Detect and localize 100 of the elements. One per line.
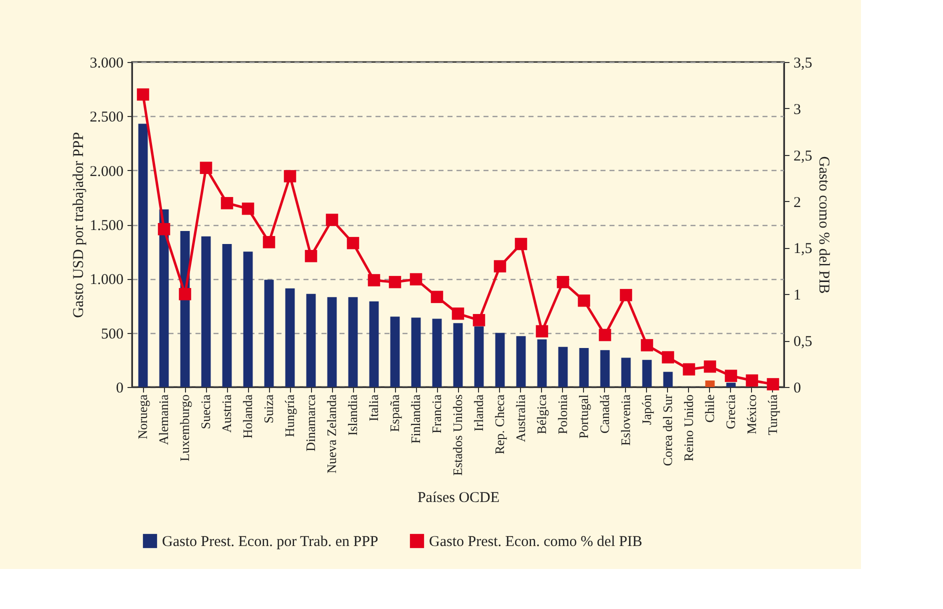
point (536, 325, 548, 338)
bar (495, 332, 505, 387)
point (430, 290, 444, 304)
bar (642, 360, 652, 387)
point (368, 274, 380, 286)
point (326, 214, 338, 226)
x-tick-label: Canadá (596, 394, 612, 434)
x-tick-label: Estados Unidos (450, 394, 465, 476)
x-tick-label: Alemania (156, 394, 172, 446)
point (682, 363, 696, 376)
x-tick-label: Polonia (554, 394, 570, 434)
y-tick-label: 2.500 (90, 110, 124, 126)
point (158, 223, 170, 236)
bar (348, 297, 358, 387)
bar (390, 316, 400, 387)
bar (453, 323, 463, 387)
bar (579, 348, 589, 387)
point (284, 170, 296, 182)
legend-label: Gasto Prest. Econ. como % del PIB (429, 534, 642, 550)
point (262, 236, 276, 248)
bar (411, 318, 421, 387)
bar (663, 372, 673, 387)
x-tick-label: Reino Unido (680, 394, 696, 462)
x-tick-label: Japón (638, 394, 654, 425)
point (220, 197, 234, 210)
bar (537, 339, 547, 387)
y2-tick-label: 3,5 (794, 56, 812, 72)
bar (369, 301, 379, 387)
x-tick-label: Turquía (764, 394, 780, 436)
y2-tick-label: 2 (794, 194, 801, 211)
y2-tick-label: 1 (794, 288, 801, 304)
point (620, 288, 632, 302)
bar (474, 326, 484, 387)
x-tick-label: Chile (702, 394, 717, 423)
y-axis-title: Gasto USD por trabajador PPP (70, 132, 87, 318)
legend-label: Gasto Prest. Econ. por Trab. en PPP (162, 534, 378, 550)
x-tick-label: Holanda (240, 394, 256, 439)
x-tick-label: Islandia (345, 394, 360, 436)
point (136, 88, 150, 101)
point (746, 374, 758, 387)
point (242, 202, 254, 215)
x-tick-label: Francia (429, 394, 444, 434)
x-tick-label: Grecia (722, 394, 738, 430)
bar (138, 124, 148, 387)
bar (705, 380, 715, 387)
y-tick-label: 1.500 (90, 218, 124, 234)
x-tick-label: Austria (219, 394, 234, 433)
point (514, 238, 528, 250)
bar (201, 236, 211, 387)
bar (621, 358, 631, 387)
point (200, 162, 212, 174)
x-axis-title: Países OCDE (417, 490, 500, 506)
bar (600, 350, 610, 387)
bar (306, 294, 316, 387)
y-tick-label: 500 (101, 326, 124, 342)
x-tick-label: Italia (366, 394, 382, 422)
point (662, 351, 674, 364)
point (178, 288, 192, 300)
y-tick-label: 2.000 (90, 164, 124, 180)
x-tick-label: Noruega (135, 394, 150, 440)
point (472, 314, 486, 326)
x-tick-label: Portugal (576, 394, 591, 439)
y2-axis-title: Gasto como % del PIB (815, 156, 832, 294)
bar (243, 252, 253, 387)
y-tick-label: 3.000 (90, 56, 124, 72)
y-tick-label: 0 (116, 380, 124, 396)
x-tick-label: Eslovenia (618, 394, 633, 446)
bar (726, 382, 736, 387)
y2-tick-label: 3 (794, 102, 801, 118)
x-tick-label: Suecia (198, 394, 214, 430)
x-tick-label: Bélgica (534, 394, 549, 434)
point (304, 250, 318, 262)
point (452, 308, 464, 320)
x-tick-label: Irlanda (471, 394, 486, 432)
point (410, 273, 422, 286)
x-tick-label: Nueva Zelanda (324, 394, 340, 474)
x-tick-label: México (744, 394, 759, 434)
point (724, 370, 738, 382)
x-tick-label: Suiza (261, 394, 276, 424)
y2-tick-label: 0 (794, 380, 801, 396)
y2-tick-label: 0,5 (794, 334, 812, 350)
point (704, 360, 716, 373)
bar (327, 297, 337, 387)
x-tick-label: Hungría (282, 394, 298, 438)
x-tick-label: Corea del Sur (660, 394, 675, 466)
y2-tick-label: 1,5 (794, 241, 812, 258)
point (346, 236, 360, 250)
x-tick-label: Rep. Checa (492, 394, 507, 454)
x-tick-label: Dinamarca (303, 394, 318, 452)
bar (516, 336, 526, 387)
y2-tick-label: 2,5 (794, 148, 812, 164)
x-tick-label: Australia (512, 394, 528, 442)
point (556, 276, 570, 288)
point (766, 378, 780, 390)
bar (222, 244, 232, 387)
bar (285, 288, 295, 387)
point (494, 260, 506, 272)
point (388, 276, 402, 288)
bar (264, 280, 274, 387)
point (598, 328, 612, 342)
